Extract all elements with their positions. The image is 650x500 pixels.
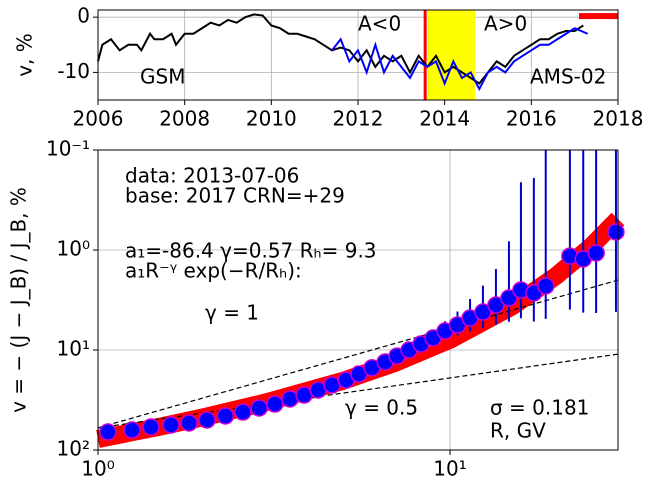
annotation: base: 2017 CRN=+29 [125,184,345,208]
x-tick-label: 10⁰ [81,457,114,481]
data-point [607,223,625,241]
x-tick-label: 2008 [159,107,210,131]
data-point [536,277,555,295]
guide-label: γ = 0.5 [345,396,418,420]
y-tick-label: 10² [57,437,90,461]
axes-frame [97,9,619,101]
data-point [123,421,141,439]
data-point [587,244,605,262]
data-point [198,411,216,429]
guide-label: γ = 1 [205,301,259,325]
y-tick-label: -10 [57,59,90,83]
axes-frame [97,149,619,451]
annotation: σ = 0.181 [490,396,589,420]
x-tick-label: 2012 [333,107,384,131]
guide-line [97,279,619,429]
series-label: AMS-02 [530,65,606,89]
x-tick-label: 2010 [246,107,297,131]
series-line [331,27,589,92]
span [427,10,475,100]
x-tick-label: 10¹ [433,457,466,481]
data-point [142,418,160,436]
annotation: A>0 [484,12,527,36]
x-tick-label: 2006 [73,107,124,131]
data-point [99,423,117,441]
y-axis-label: v, % [13,33,37,77]
annotation: data: 2013-07-06 [125,164,299,188]
x-tick-label: 2016 [506,107,557,131]
data-point [216,407,235,425]
data-point [234,403,252,421]
annotation: a₁R⁻ᵞ exp(−R/Rₕ): [125,259,302,283]
y-tick-label: 0 [77,4,90,28]
y-tick-label: 10⁰ [57,237,90,261]
x-tick-label: 2018 [593,107,644,131]
data-point [500,289,518,307]
data-point [266,395,284,413]
annotation: A<0 [358,12,401,36]
annotation: a₁=-86.4 γ=0.57 Rₕ= 9.3 [125,239,377,263]
data-point [162,416,180,434]
y-tick-label: 10¹ [57,337,90,361]
x-axis-label: R, GV [490,419,546,443]
data-point [180,414,198,432]
y-axis-label: v = − (J − J_B) / J_B, % [7,187,31,413]
series-label: GSM [140,65,185,89]
bar [579,13,618,20]
x-tick-label: 2014 [419,107,470,131]
y-tick-label: 10⁻¹ [46,137,90,161]
data-point [250,399,268,417]
